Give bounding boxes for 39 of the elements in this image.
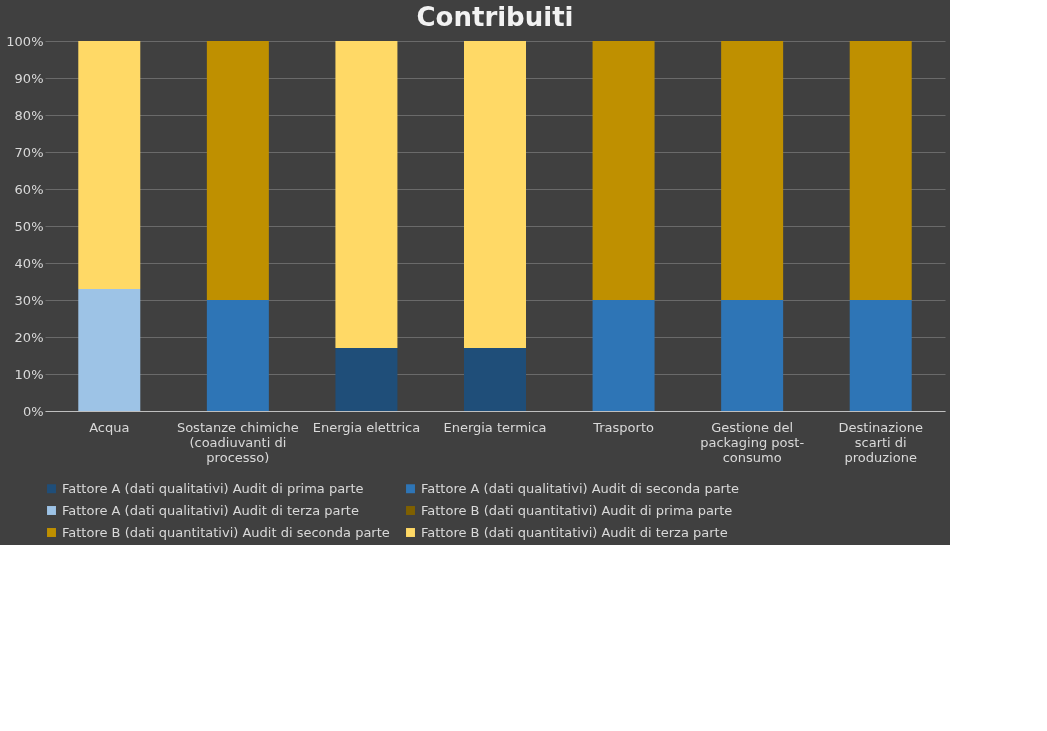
y-tick-label: 90% [14, 70, 44, 86]
bar [592, 41, 655, 300]
x-tick-label: Destinazione scarti di produzione [838, 419, 923, 465]
bar [721, 300, 784, 411]
legend-label: Fattore B (dati quantitativi) Audit di seconda parte [62, 524, 390, 540]
x-tick-label: Acqua [89, 419, 130, 435]
x-tick-label: Energia termica [443, 419, 547, 435]
bar [78, 288, 141, 411]
legend-label: Fattore A (dati qualitativi) Audit di terza parte [62, 502, 359, 518]
y-tick-label: 60% [14, 181, 44, 197]
x-tick-label: Sostanze chimiche (coadiuvanti di processo) [176, 419, 299, 465]
bar [464, 348, 526, 411]
y-tick-label: 30% [14, 292, 44, 308]
bar [592, 300, 655, 411]
y-tick-label: 40% [14, 255, 44, 271]
bar [206, 300, 269, 411]
bar [78, 41, 141, 289]
legend-label: Fattore A (dati qualitativi) Audit di prima parte [62, 480, 364, 496]
bar [206, 41, 269, 300]
bar [335, 348, 398, 411]
y-tick-label: 0% [22, 403, 44, 419]
y-tick-label: 100% [6, 33, 44, 49]
legend-label: Fattore B (dati quantitativi) Audit di terza parte [421, 524, 728, 540]
x-tick-label: Energia elettrica [312, 419, 421, 435]
bar [335, 41, 398, 349]
y-tick-label: 80% [14, 107, 44, 123]
x-tick-label: Gestione del packaging post-consumo [700, 419, 805, 465]
y-tick-label: 20% [14, 329, 44, 345]
bar [464, 41, 526, 349]
chart-title: Contribuiti [416, 2, 574, 32]
y-tick-label: 70% [14, 144, 44, 160]
y-tick-label: 50% [14, 218, 44, 234]
legend-label: Fattore A (dati qualitativi) Audit di seconda parte [421, 480, 740, 496]
bar [849, 300, 912, 411]
x-tick-label: Trasporto [592, 419, 654, 435]
bar [721, 41, 784, 300]
legend-label: Fattore B (dati quantitativi) Audit di prima parte [421, 502, 733, 518]
bar [849, 41, 912, 300]
y-tick-label: 10% [14, 366, 44, 382]
